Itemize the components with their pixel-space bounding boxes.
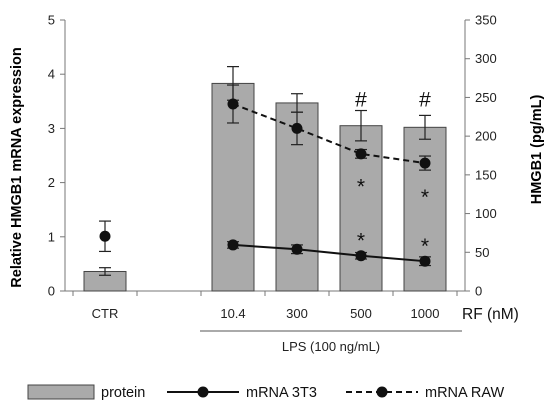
legend-label-mrna-3t3: mRNA 3T3 xyxy=(246,385,317,401)
series-line-mrna-3t3 xyxy=(232,243,426,263)
x-tick-label: 300 xyxy=(286,306,308,321)
point-mrna-raw-300 xyxy=(291,122,303,134)
left-tick-label: 0 xyxy=(48,284,55,299)
right-tick-label: 0 xyxy=(475,284,482,299)
left-tick-label: 3 xyxy=(48,121,55,136)
right-tick-label: 350 xyxy=(475,13,497,28)
legend-label-mrna-raw: mRNA RAW xyxy=(425,385,505,401)
hash-annotation: # xyxy=(355,89,367,112)
point-mrna-3t3-500 xyxy=(355,250,367,262)
left-axis-title: Relative HMGB1 mRNA expression xyxy=(9,47,25,287)
x-tick-label: 500 xyxy=(350,306,372,321)
point-mrna-raw-CTR xyxy=(99,230,111,242)
left-tick-label: 5 xyxy=(48,13,55,28)
x-tick-label: CTR xyxy=(92,306,119,321)
series-line-mrna-raw xyxy=(232,103,426,165)
left-tick-label: 2 xyxy=(48,175,55,190)
legend-marker-mrna-raw xyxy=(376,386,388,398)
right-tick-label: 50 xyxy=(475,245,489,260)
x-unit-label: RF (nM) xyxy=(462,306,519,323)
asterisk-annotation: * xyxy=(421,186,429,209)
point-mrna-raw-1000 xyxy=(419,157,431,169)
point-mrna-3t3-300 xyxy=(291,243,303,255)
asterisk-annotation: * xyxy=(357,175,365,198)
right-tick-label: 200 xyxy=(475,129,497,144)
point-mrna-raw-500 xyxy=(355,148,367,160)
group-label: LPS (100 ng/mL) xyxy=(282,339,380,354)
right-tick-label: 300 xyxy=(475,51,497,66)
right-tick-label: 150 xyxy=(475,167,497,182)
x-tick-label: 1000 xyxy=(411,306,440,321)
hash-annotation: # xyxy=(419,89,431,112)
point-mrna-3t3-1000 xyxy=(419,255,431,267)
right-axis-title: HMGB1 (pg/mL) xyxy=(529,95,545,205)
right-tick-label: 250 xyxy=(475,90,497,105)
left-tick-label: 4 xyxy=(48,67,55,82)
point-mrna-3t3-10.4 xyxy=(227,239,239,251)
x-tick-label: 10.4 xyxy=(220,306,245,321)
legend-marker-mrna-3t3 xyxy=(197,386,209,398)
asterisk-annotation: * xyxy=(421,235,429,258)
point-mrna-raw-10.4 xyxy=(227,98,239,110)
legend-label-protein: protein xyxy=(101,385,145,401)
asterisk-annotation: * xyxy=(357,230,365,253)
right-tick-label: 100 xyxy=(475,206,497,221)
left-tick-label: 1 xyxy=(48,229,55,244)
legend-swatch-protein xyxy=(27,384,95,400)
